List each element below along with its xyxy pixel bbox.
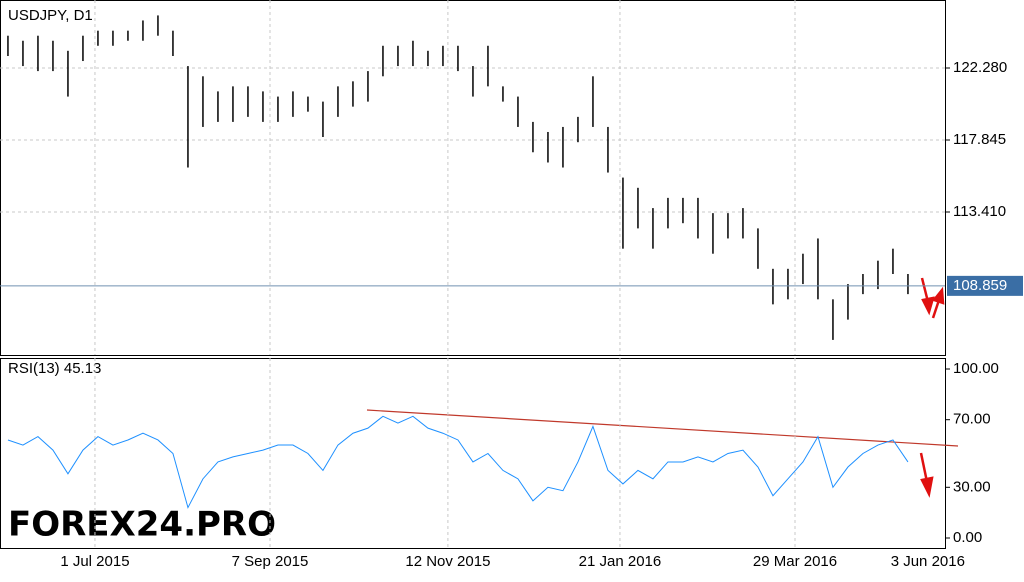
rsi-line <box>7 415 909 509</box>
y-tick-label: 0.00 <box>953 529 982 546</box>
x-tick-label: 1 Jul 2015 <box>60 553 129 570</box>
y-tick-label: 70.00 <box>953 411 991 428</box>
y-tick-label: 30.00 <box>953 478 991 495</box>
x-tick-label: 3 Jun 2016 <box>891 553 965 570</box>
chart-title: USDJPY, D1 <box>8 7 93 24</box>
last-price-box <box>947 275 1023 296</box>
price-pane <box>0 0 946 356</box>
trendline <box>366 409 959 447</box>
x-tick-label: 12 Nov 2015 <box>405 553 490 570</box>
rsi-pane <box>0 358 946 549</box>
x-tick-label: 7 Sep 2015 <box>232 553 309 570</box>
y-tick-label: 117.845 <box>953 131 1006 148</box>
x-tick-label: 21 Jan 2016 <box>579 553 662 570</box>
arrows <box>919 277 945 498</box>
y-tick-label: 100.00 <box>953 360 999 377</box>
rsi-label: RSI(13) 45.13 <box>8 360 101 377</box>
last-price-label: 108.859 <box>953 277 1007 294</box>
x-tick-label: 29 Mar 2016 <box>753 553 837 570</box>
y-tick-label: 113.410 <box>953 203 1006 220</box>
y-tick-label: 122.280 <box>953 59 1007 76</box>
watermark: FOREX24.PRO <box>8 505 276 545</box>
